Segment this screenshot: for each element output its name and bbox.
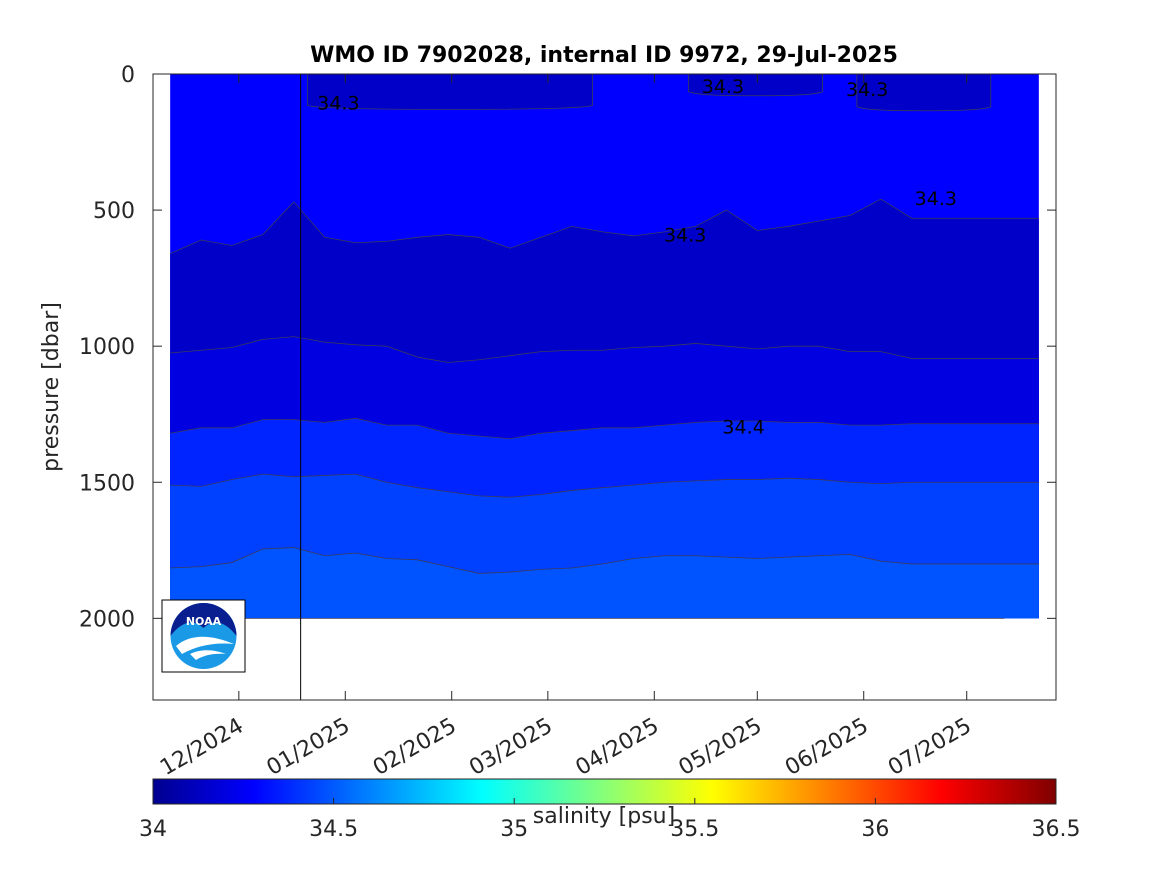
contour-line-2 [170,417,1039,440]
noaa-logo-text: NOAA [186,615,222,628]
contour-label-0: 34.3 [317,93,359,115]
contour-lines [170,198,1039,619]
contour-fills [170,74,1039,619]
contour-line-1 [170,336,1039,363]
x-tick-label-0: 12/2024 [156,714,248,781]
y-tick-label-2: 1000 [79,335,135,360]
x-tick-label-7: 07/2025 [884,714,976,781]
colorbar-tick-label-5: 36.5 [1032,817,1081,842]
x-tick-label-3: 03/2025 [465,714,557,781]
y-tick-label-1: 500 [93,199,135,224]
contour-line-0 [170,198,1039,255]
contour-label-2: 34.3 [846,79,888,101]
contour-label-3: 34.3 [664,225,706,247]
colorbar [152,778,1057,805]
surface-patch-1 [688,74,823,97]
x-tick-label-5: 05/2025 [675,714,767,781]
contour-labels: 34.3 34.3 34.3 34.3 34.3 34.4 [317,76,957,438]
y-axis-label: pressure [dbar] [39,302,64,472]
contour-line-4 [170,547,1039,574]
colorbar-tick-label-0: 34 [139,817,167,842]
x-tick-label-2: 02/2025 [369,714,461,781]
surface-patch-2 [856,74,992,112]
y-tick-label-0: 0 [121,63,135,88]
contour-line-3 [170,473,1039,498]
x-tick-label-4: 04/2025 [572,714,664,781]
x-tick-label-1: 01/2025 [263,714,355,781]
noaa-logo: NOAA [161,599,246,673]
colorbar-tick-label-3: 35.5 [670,817,719,842]
x-tick-label-6: 06/2025 [781,714,873,781]
contour-label-4: 34.3 [915,188,957,210]
colorbar-tick-label-4: 36 [861,817,889,842]
contour-label-1: 34.3 [702,76,744,98]
plot-frame [152,73,1057,701]
surface-patch-0 [307,74,593,110]
contour-label-5: 34.4 [722,416,764,438]
colorbar-tick-label-2: 35 [500,817,528,842]
colorbar-label: salinity [psu] [533,804,675,829]
y-tick-label-3: 1500 [79,471,135,496]
y-tick-label-4: 2000 [79,607,135,632]
colorbar-ticks: 34 34.5 35 35.5 36 36.5 [139,798,1080,842]
fill-level-4 [170,547,1039,619]
colorbar-tick-label-1: 34.5 [309,817,358,842]
y-axis-ticks: 0 500 1000 1500 2000 [79,63,1056,632]
chart-title: WMO ID 7902028, internal ID 9972, 29-Jul… [310,43,898,68]
